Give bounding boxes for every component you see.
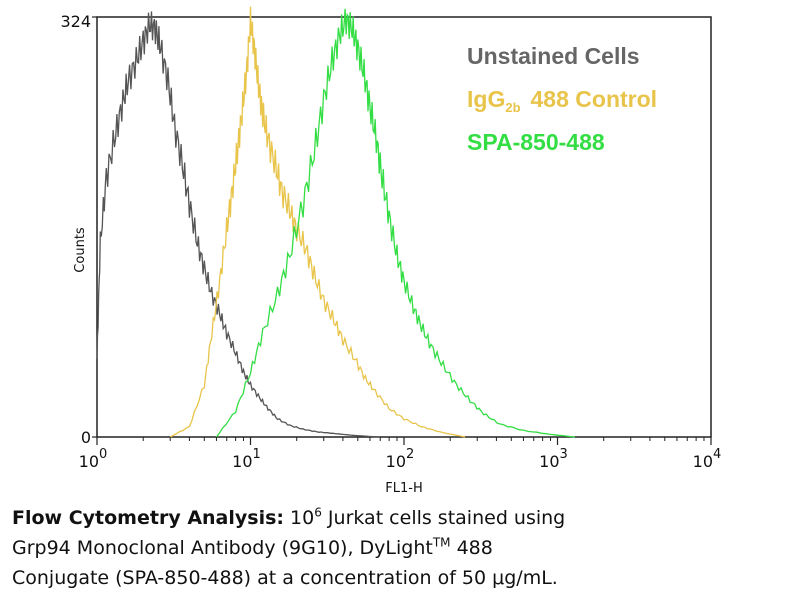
y-axis-ticks: 0 324 [60,12,97,447]
legend-igg-prefix: IgG [467,86,505,112]
x-tick-label: 102 [386,447,415,471]
legend-igg-control: IgG2b 488 Control [467,86,657,115]
caption-tm: TM [432,535,451,550]
caption-line-1: Flow Cytometry Analysis: 106 Jurkat cell… [12,503,792,533]
plot-frame [96,16,712,438]
x-tick-base: 10 [79,452,99,471]
y-axis-label: Counts [73,227,88,273]
x-tick-exp: 0 [99,447,107,462]
x-tick-base: 10 [693,452,713,471]
caption-exp-value: 6 [314,505,322,520]
series-line-2 [215,8,576,438]
x-tick-exp: 4 [713,447,721,462]
x-tick-exp: 3 [560,447,568,462]
legend-spa: SPA-850-488 [467,129,605,155]
x-tick-base: 10 [386,452,406,471]
y-tick-label: 0 [81,428,91,447]
caption-line3: Conjugate (SPA-850-488) at a concentrati… [12,567,558,589]
caption-line2-b: 488 [456,537,493,559]
caption-bold: Flow Cytometry Analysis: [12,507,284,529]
figure-caption: Flow Cytometry Analysis: 106 Jurkat cell… [12,503,792,593]
x-tick-base: 10 [539,452,559,471]
x-axis-label: FL1-H [385,481,422,496]
x-tick-label: 103 [539,447,568,471]
x-tick-label: 100 [79,447,108,471]
x-tick-label: 101 [232,447,261,471]
caption-line-3: Conjugate (SPA-850-488) at a concentrati… [12,563,792,593]
caption-line-2: Grp94 Monoclonal Antibody (9G10), DyLigh… [12,533,792,563]
x-tick-exp: 2 [406,447,414,462]
y-tick-label: 324 [60,12,91,31]
series-line-0 [96,11,381,438]
x-tick-exp: 1 [253,447,261,462]
legend: Unstained Cells IgG2b 488 Control SPA-850… [467,43,657,155]
x-tick-base: 10 [232,452,252,471]
legend-igg-subscript: 2b [505,100,520,115]
legend-igg-suffix: 488 Control [531,86,658,112]
caption-line1-rest: Jurkat cells stained using [327,507,566,529]
caption-exp-base: 10 [290,507,315,529]
x-axis-ticks: 100 101 102 103 104 [79,437,722,471]
series-layer [96,6,576,438]
caption-line2-a: Grp94 Monoclonal Antibody (9G10), DyLigh… [12,537,433,559]
legend-unstained: Unstained Cells [467,43,640,69]
series-line-1 [169,6,466,438]
x-tick-label: 104 [693,447,722,471]
